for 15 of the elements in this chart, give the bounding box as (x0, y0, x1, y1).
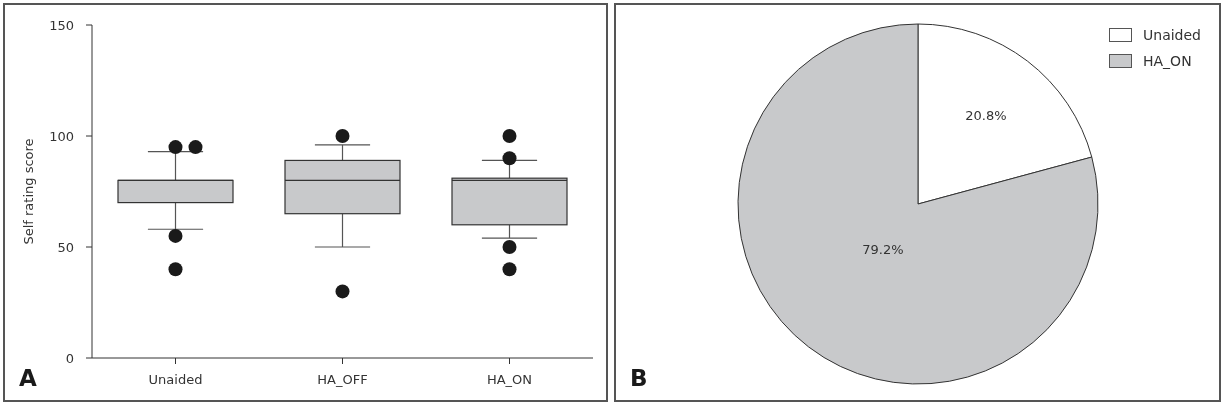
text: B (630, 365, 648, 391)
x-tick-label: Unaided (148, 372, 203, 388)
y-axis-title: Self rating score (20, 138, 36, 245)
legend-label: HA_ON (1143, 53, 1192, 69)
pie-slice (737, 23, 1099, 385)
data-label: 79.2% (862, 242, 904, 258)
text: A (19, 365, 37, 391)
x-tick-label: HA_ON (486, 372, 533, 388)
x-tick-label: HA_OFF (317, 372, 368, 388)
y-tick-label: 0 (65, 350, 74, 366)
slice-label: Unaided (1143, 27, 1201, 43)
y-tick-label: 50 (57, 239, 74, 255)
y-tick-label: 100 (49, 128, 74, 144)
y-tick-label: 150 (49, 17, 74, 33)
data-label: 20.8% (965, 107, 1007, 123)
